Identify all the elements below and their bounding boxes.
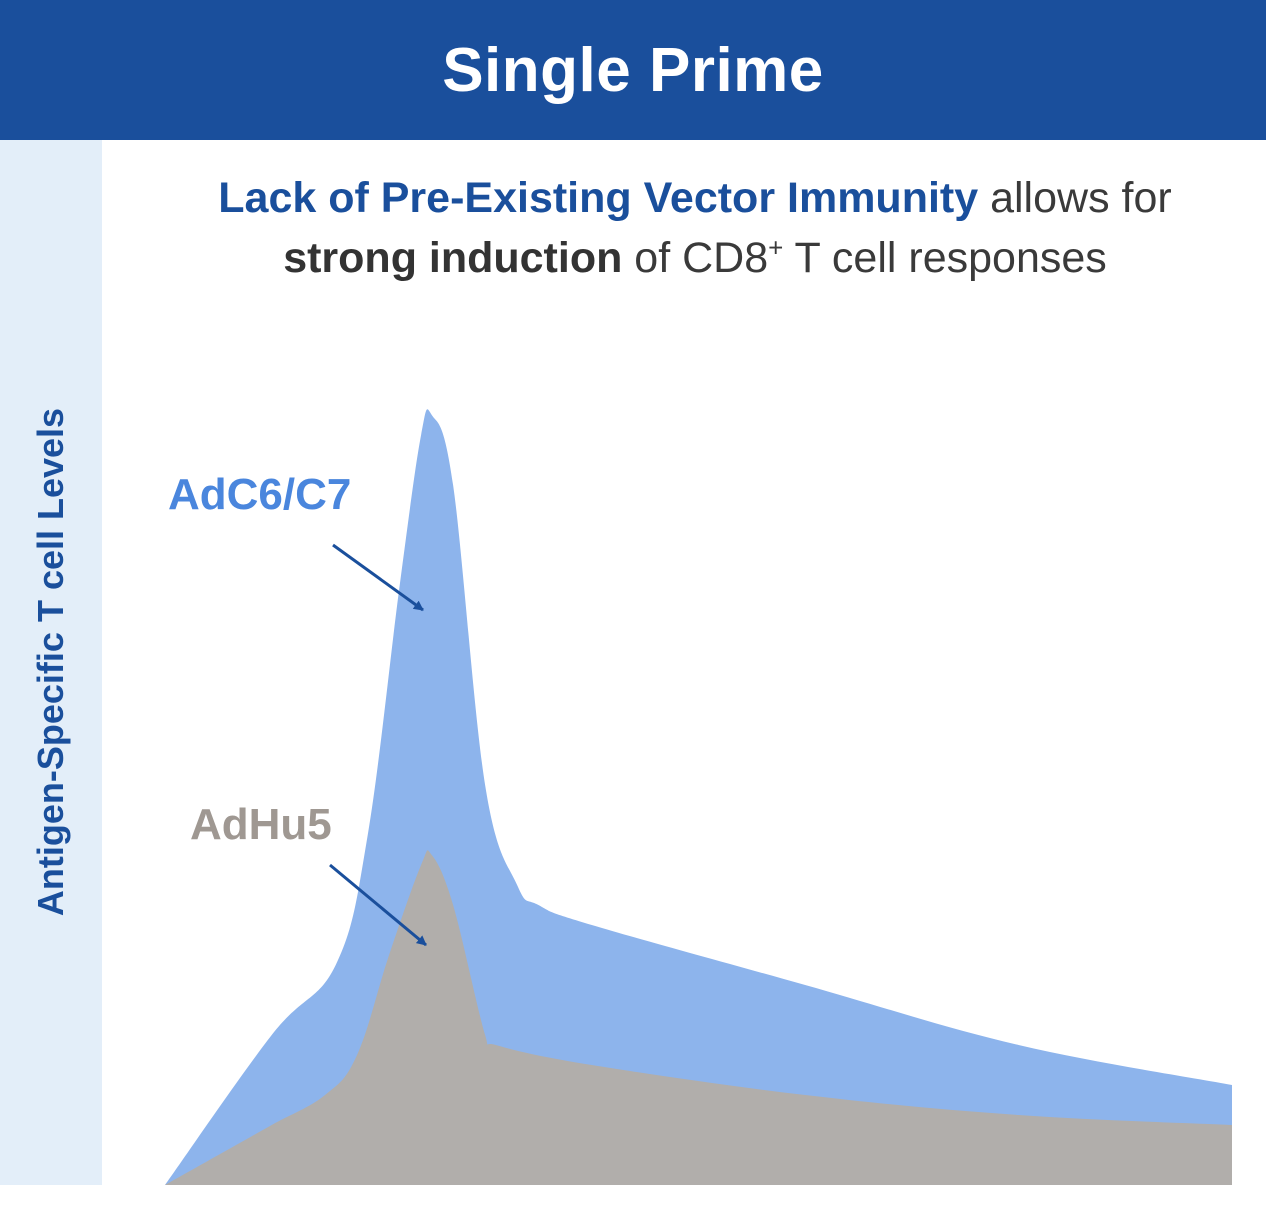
page-title: Single Prime — [442, 35, 824, 105]
headline-emphasis-bold: strong induction — [283, 234, 623, 282]
headline-text-2: of CD8 — [622, 234, 769, 282]
headline: Lack of Pre-Existing Vector Immunity all… — [130, 168, 1260, 288]
y-axis-strip — [0, 140, 102, 1185]
headline-text-3: T cell responses — [783, 234, 1107, 282]
title-banner: Single Prime — [0, 0, 1266, 140]
headline-text-1: allows for — [978, 174, 1172, 222]
series-label-adc6-c7: AdC6/C7 — [168, 470, 352, 519]
headline-line-1: Lack of Pre-Existing Vector Immunity all… — [130, 168, 1260, 228]
arrow-adc6-c7 — [332, 543, 424, 612]
series-area-adc6-c7 — [165, 409, 1232, 1185]
series-label-adhu5: AdHu5 — [190, 800, 332, 849]
headline-line-2: strong induction of CD8+ T cell response… — [130, 228, 1260, 288]
headline-emphasis-blue: Lack of Pre-Existing Vector Immunity — [218, 174, 979, 222]
series-area-adhu5 — [165, 850, 1232, 1185]
headline-superscript: + — [768, 232, 784, 263]
arrow-adhu5 — [329, 863, 427, 947]
